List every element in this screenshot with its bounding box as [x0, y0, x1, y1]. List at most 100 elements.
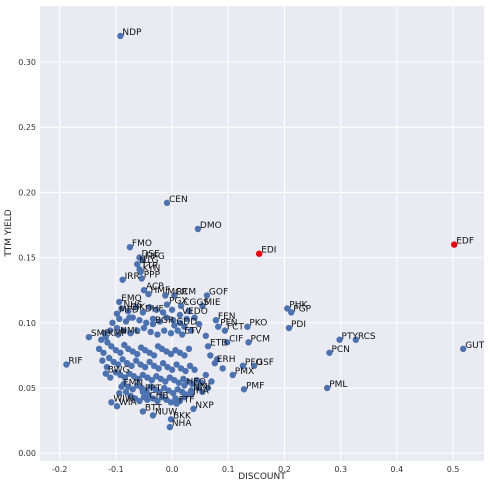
data-point-label: NHS [123, 300, 143, 310]
data-point [140, 324, 148, 332]
data-point [104, 339, 111, 346]
data-point [121, 341, 128, 349]
data-point-label: PFN [220, 319, 237, 329]
data-point [125, 307, 132, 315]
y-tick-label: 0.05 [18, 384, 36, 393]
data-point [159, 309, 167, 316]
data-point-label: GDD [176, 317, 197, 327]
x-tick-label: 0.4 [391, 465, 404, 474]
x-tick-labels: -0.2 -0.1 0.0 0.1 0.2 0.3 0.4 0.5 [52, 465, 460, 474]
data-point [199, 302, 206, 310]
data-point [285, 324, 293, 332]
data-point-label: CEN [169, 195, 188, 205]
data-point-label: EMO [121, 294, 142, 304]
data-point [199, 388, 206, 396]
data-point [136, 316, 143, 324]
data-point-label: KYN [143, 264, 161, 274]
data-point [176, 311, 184, 319]
data-point-label: GUT [465, 341, 485, 351]
data-point [146, 303, 153, 311]
data-point-label: PFO [245, 358, 263, 368]
data-point [163, 199, 171, 207]
data-point-label: PPP [144, 270, 161, 280]
y-tick-labels: 0.00 0.05 0.10 0.15 0.20 0.25 0.30 [18, 58, 36, 458]
data-point [194, 384, 202, 392]
data-point [185, 307, 193, 315]
data-point-label: RCS [358, 332, 376, 342]
data-point [167, 399, 175, 406]
data-point [214, 323, 222, 330]
data-point [109, 319, 116, 327]
data-point [181, 382, 188, 389]
data-point [126, 243, 134, 251]
data-point-label: PKO [249, 319, 267, 329]
data-point [198, 379, 205, 386]
data-point-label: PHK [289, 300, 308, 310]
data-point [154, 331, 161, 338]
data-point [117, 32, 124, 40]
y-tick-label: 0.00 [18, 449, 36, 458]
data-point [207, 352, 214, 359]
data-point [162, 292, 169, 299]
data-point [173, 361, 180, 368]
data-point [137, 268, 144, 276]
data-point [166, 423, 174, 431]
data-point [155, 365, 162, 372]
data-points [63, 32, 467, 431]
data-point [143, 319, 150, 327]
data-point [119, 356, 126, 363]
x-tick-label: -0.1 [108, 465, 124, 474]
data-point [141, 363, 149, 371]
data-point [103, 363, 111, 371]
data-point-label: PTY [342, 332, 359, 342]
data-point-label: CGGS [183, 298, 209, 308]
data-point [352, 336, 360, 343]
data-point [118, 383, 125, 390]
data-point [190, 405, 197, 413]
data-point [102, 370, 109, 377]
data-point-label: NUW [155, 407, 177, 417]
data-point-label: PGX [169, 297, 188, 307]
data-point [163, 314, 170, 321]
y-axis-label: TTM YIELD [4, 209, 14, 257]
data-point [181, 393, 188, 401]
data-point [175, 379, 183, 386]
data-point-label: WIW [113, 394, 134, 404]
data-point [113, 310, 121, 317]
data-point [134, 350, 141, 358]
data-point [208, 378, 215, 385]
data-point-label: ETB [210, 338, 227, 348]
data-point-label: SMF [91, 329, 110, 339]
data-point [132, 303, 140, 311]
data-point-label: CIK [130, 303, 146, 313]
data-point-label: MIE [204, 298, 220, 308]
data-point [187, 391, 195, 398]
data-point [149, 315, 157, 323]
data-point-label: DMO [200, 221, 222, 231]
data-point [108, 399, 115, 406]
data-point-label: VEDO [182, 307, 208, 317]
data-point [211, 360, 218, 367]
data-point [122, 388, 130, 396]
y-tick-label: 0.30 [18, 58, 36, 67]
data-point [223, 339, 231, 346]
data-point-label: NXP [195, 401, 214, 411]
data-point [145, 290, 152, 298]
data-point [139, 388, 147, 396]
data-point [149, 320, 157, 328]
data-point [204, 384, 212, 392]
data-point-label: MFD [119, 306, 139, 316]
data-point-label: PCN [331, 345, 349, 355]
data-point-label: FIFG [145, 252, 165, 262]
data-point-label: GOF [209, 287, 228, 297]
data-point-label: EDI [261, 246, 276, 256]
data-point [239, 362, 247, 370]
data-point [148, 376, 156, 384]
data-point [129, 386, 136, 393]
data-point [183, 315, 190, 323]
data-point [159, 360, 167, 367]
data-point [181, 352, 188, 359]
data-point [145, 391, 152, 398]
data-point [202, 371, 209, 379]
data-point-label: FEN [218, 312, 236, 322]
